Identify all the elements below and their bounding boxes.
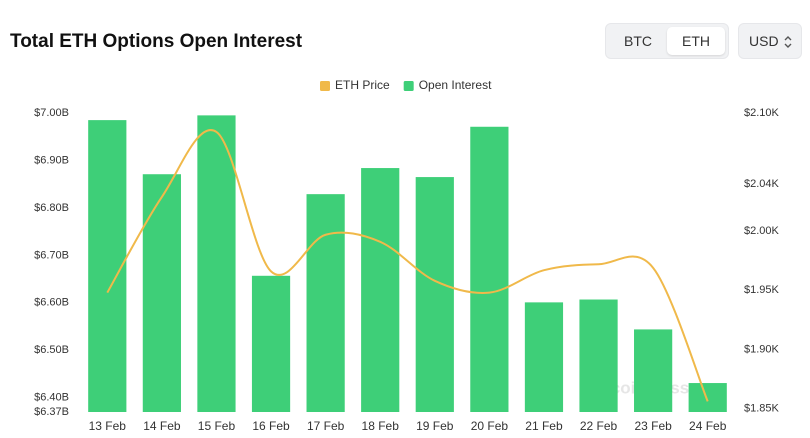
bar	[688, 383, 727, 412]
x-tick-label: 24 Feb	[689, 419, 727, 433]
bar	[306, 194, 345, 412]
currency-value: USD	[749, 33, 779, 49]
price-line	[106, 129, 709, 402]
y2-tick-label: $2.00K	[744, 225, 780, 237]
bar	[197, 115, 236, 412]
y-tick-label: $6.60B	[34, 297, 69, 309]
x-tick-label: 14 Feb	[143, 419, 181, 433]
bar	[470, 126, 509, 412]
x-tick-label: 20 Feb	[471, 419, 509, 433]
legend-label: ETH Price	[335, 78, 390, 92]
y-tick-label: $7.00B	[34, 107, 69, 119]
bar	[415, 177, 454, 412]
bar	[524, 302, 564, 412]
x-tick-label: 23 Feb	[634, 419, 672, 433]
eth-button[interactable]: ETH	[667, 27, 725, 55]
bar	[142, 174, 181, 412]
y-tick-label: $6.70B	[34, 249, 69, 261]
x-tick-label: 19 Feb	[416, 419, 454, 433]
coin-toggle: BTC ETH	[605, 23, 729, 59]
x-tick-label: 15 Feb	[198, 419, 236, 433]
y2-tick-label: $2.10K	[744, 107, 780, 119]
x-tick-label: 22 Feb	[580, 419, 618, 433]
x-tick-label: 18 Feb	[362, 419, 400, 433]
y2-tick-label: $1.90K	[744, 343, 780, 355]
bar	[361, 168, 400, 412]
legend-swatch	[320, 81, 330, 91]
watermark: coinglass	[611, 378, 689, 397]
x-tick-label: 13 Feb	[89, 419, 127, 433]
y2-tick-label: $1.95K	[744, 284, 780, 296]
bar	[579, 299, 618, 412]
chevron-icon	[784, 36, 792, 48]
legend-label: Open Interest	[419, 78, 492, 92]
y-tick-label: $6.40B	[34, 392, 69, 404]
x-tick-label: 21 Feb	[525, 419, 563, 433]
currency-select[interactable]: USD	[738, 23, 802, 59]
chart-title: Total ETH Options Open Interest	[10, 31, 303, 52]
x-tick-label: 16 Feb	[252, 419, 290, 433]
btc-button[interactable]: BTC	[624, 33, 652, 49]
y-tick-label: $6.90B	[34, 154, 69, 166]
y-tick-label: $6.50B	[34, 344, 69, 356]
y2-tick-label: $1.85K	[744, 402, 780, 414]
bar	[634, 329, 673, 412]
y-tick-label: $6.80B	[34, 202, 69, 214]
y-tick-label: $6.37B	[34, 406, 69, 418]
x-tick-label: 17 Feb	[307, 419, 345, 433]
legend-swatch	[403, 81, 414, 91]
bar	[88, 120, 127, 412]
bar	[251, 275, 291, 412]
y2-tick-label: $2.04K	[744, 178, 780, 190]
